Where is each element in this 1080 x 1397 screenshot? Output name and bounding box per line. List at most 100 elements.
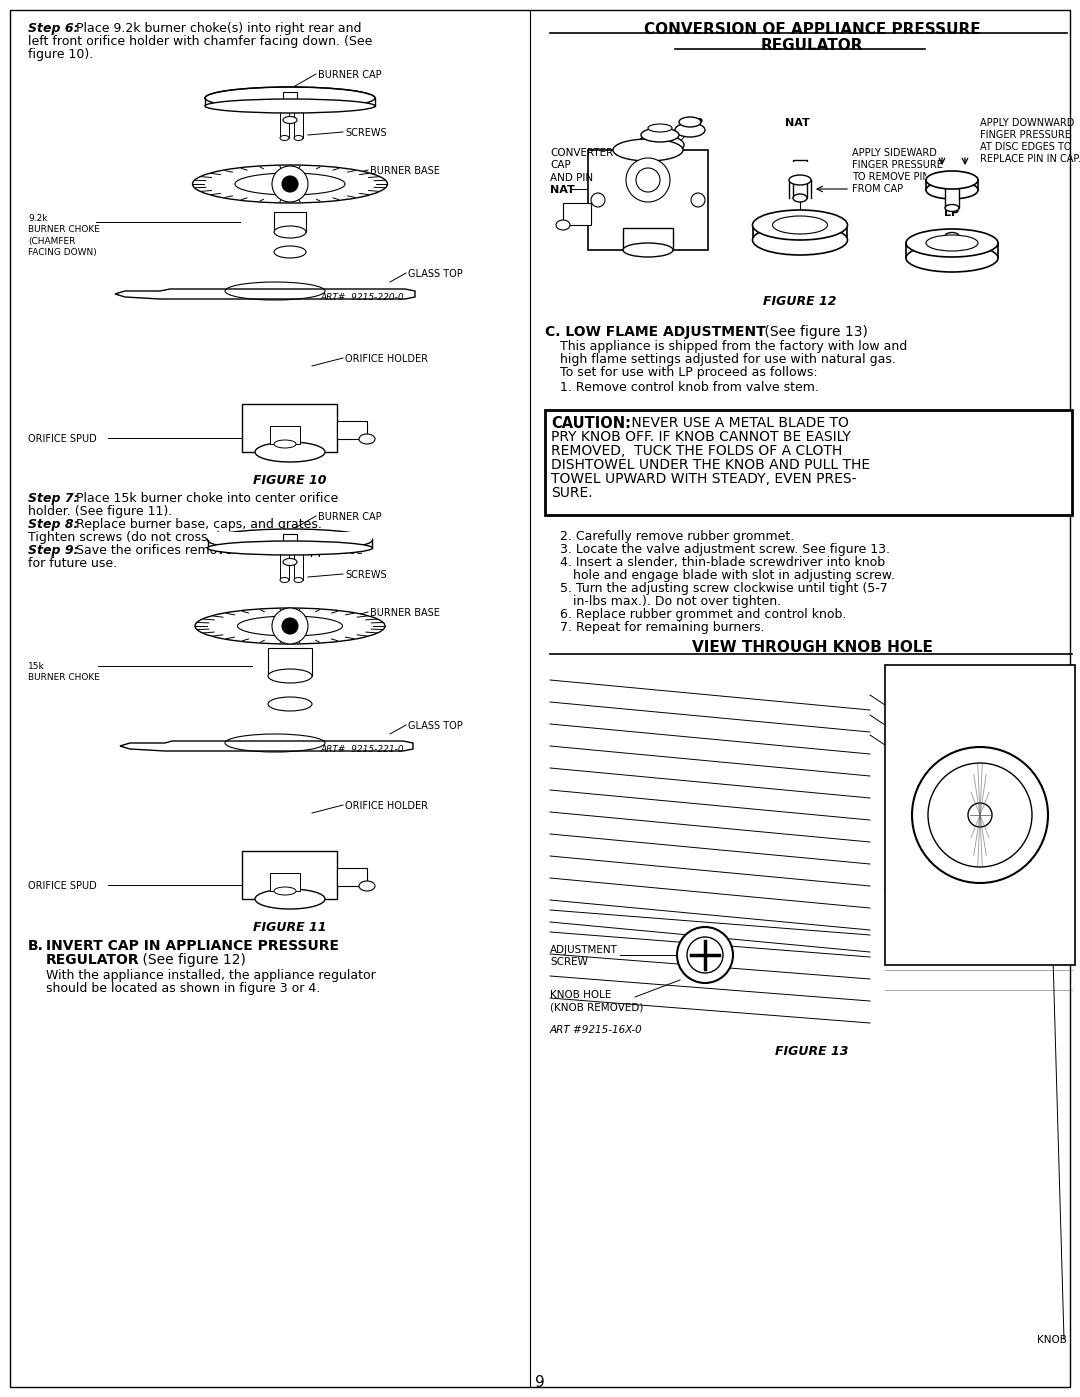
Text: FIGURE 11: FIGURE 11	[253, 921, 327, 935]
Text: NAT: NAT	[785, 117, 810, 129]
Ellipse shape	[926, 170, 978, 189]
Ellipse shape	[679, 117, 701, 127]
Text: Step 8:: Step 8:	[28, 518, 79, 531]
Text: VIEW THROUGH KNOB HOLE: VIEW THROUGH KNOB HOLE	[691, 640, 932, 655]
Circle shape	[687, 937, 723, 972]
Text: REGULATOR: REGULATOR	[760, 38, 863, 53]
Bar	[274, 212, 306, 232]
Text: NEVER USE A METAL BLADE TO: NEVER USE A METAL BLADE TO	[627, 416, 849, 430]
Text: ORIFICE SPUD: ORIFICE SPUD	[28, 882, 97, 891]
Text: LP: LP	[688, 117, 703, 129]
Ellipse shape	[268, 669, 312, 683]
Text: Save the orifices removed from the appliance: Save the orifices removed from the appli…	[76, 543, 363, 557]
Ellipse shape	[274, 440, 296, 448]
Bar	[270, 426, 300, 444]
Text: BURNER CAP: BURNER CAP	[318, 70, 381, 80]
Bar	[588, 149, 708, 250]
Text: Step 6:: Step 6:	[28, 22, 79, 35]
Bar	[563, 203, 591, 225]
Text: GLASS TOP: GLASS TOP	[408, 721, 462, 731]
Ellipse shape	[753, 210, 848, 240]
Ellipse shape	[235, 173, 345, 196]
Text: To set for use with LP proceed as follows:: To set for use with LP proceed as follow…	[561, 366, 818, 379]
Text: should be located as shown in figure 3 or 4.: should be located as shown in figure 3 o…	[46, 982, 321, 995]
Ellipse shape	[648, 124, 672, 131]
Text: BURNER CAP: BURNER CAP	[318, 511, 381, 522]
Bar	[926, 170, 978, 180]
Text: With the appliance installed, the appliance regulator: With the appliance installed, the applia…	[46, 970, 376, 982]
Text: CAUTION:: CAUTION:	[551, 416, 631, 432]
Text: holder. (See figure 11).: holder. (See figure 11).	[28, 504, 172, 518]
Circle shape	[282, 617, 298, 634]
Ellipse shape	[280, 577, 289, 583]
Text: REGULATOR: REGULATOR	[46, 953, 139, 967]
Text: ORIFICE HOLDER: ORIFICE HOLDER	[345, 800, 428, 812]
Bar	[906, 228, 998, 243]
Text: GLASS TOP: GLASS TOP	[408, 270, 462, 279]
Text: BURNER BASE: BURNER BASE	[370, 166, 440, 176]
Ellipse shape	[283, 116, 297, 123]
Circle shape	[636, 168, 660, 191]
Text: INVERT CAP IN APPLIANCE PRESSURE: INVERT CAP IN APPLIANCE PRESSURE	[46, 939, 339, 953]
Text: for future use.: for future use.	[28, 557, 117, 570]
Circle shape	[282, 176, 298, 191]
Bar	[283, 92, 297, 120]
Ellipse shape	[945, 232, 959, 239]
Ellipse shape	[675, 123, 705, 137]
Bar	[337, 420, 367, 439]
Text: 2. Carefully remove rubber grommet.: 2. Carefully remove rubber grommet.	[561, 529, 794, 543]
Text: ADJUSTMENT
SCREW: ADJUSTMENT SCREW	[550, 944, 618, 967]
Ellipse shape	[623, 243, 673, 257]
Text: PRY KNOB OFF. IF KNOB CANNOT BE EASILY: PRY KNOB OFF. IF KNOB CANNOT BE EASILY	[551, 430, 851, 444]
Ellipse shape	[906, 244, 998, 272]
Bar	[294, 548, 303, 580]
Circle shape	[272, 608, 308, 644]
Text: ART#  9215-221-0: ART# 9215-221-0	[320, 745, 404, 754]
Ellipse shape	[268, 697, 312, 711]
Text: Replace burner base, caps, and grates.: Replace burner base, caps, and grates.	[76, 518, 322, 531]
Bar	[294, 106, 303, 138]
Text: FIGURE 10: FIGURE 10	[253, 474, 327, 488]
Circle shape	[968, 803, 993, 827]
Ellipse shape	[906, 229, 998, 257]
Text: (See figure 13): (See figure 13)	[760, 326, 868, 339]
Bar	[545, 409, 1072, 515]
Circle shape	[928, 763, 1032, 868]
Text: FIGURE 13: FIGURE 13	[775, 1045, 849, 1058]
Text: high flame settings adjusted for use with natural gas.: high flame settings adjusted for use wit…	[561, 353, 896, 366]
Ellipse shape	[192, 165, 388, 203]
Bar	[623, 228, 673, 250]
Ellipse shape	[359, 882, 375, 891]
Circle shape	[591, 193, 605, 207]
Ellipse shape	[274, 226, 306, 237]
Text: 4. Insert a slender, thin-blade screwdriver into knob: 4. Insert a slender, thin-blade screwdri…	[561, 556, 886, 569]
Polygon shape	[114, 289, 415, 299]
Text: 6. Replace rubber grommet and control knob.: 6. Replace rubber grommet and control kn…	[561, 608, 847, 622]
Ellipse shape	[926, 182, 978, 198]
Bar	[208, 532, 372, 541]
Bar	[280, 548, 289, 580]
Text: Place 15k burner choke into center orifice: Place 15k burner choke into center orifi…	[76, 492, 338, 504]
Ellipse shape	[238, 616, 342, 636]
Text: 9.2k
BURNER CHOKE
(CHAMFER
FACING DOWN): 9.2k BURNER CHOKE (CHAMFER FACING DOWN)	[28, 214, 99, 257]
Text: ART#  9215-220-0: ART# 9215-220-0	[320, 293, 404, 302]
Ellipse shape	[274, 246, 306, 258]
Text: SURE.: SURE.	[551, 486, 593, 500]
Bar	[205, 98, 375, 106]
Bar	[337, 868, 367, 886]
Circle shape	[677, 928, 733, 983]
Text: CONVERSION OF APPLIANCE PRESSURE: CONVERSION OF APPLIANCE PRESSURE	[644, 22, 981, 36]
Bar	[280, 106, 289, 138]
Text: ORIFICE HOLDER: ORIFICE HOLDER	[345, 353, 428, 365]
Text: C. LOW FLAME ADJUSTMENT: C. LOW FLAME ADJUSTMENT	[545, 326, 766, 339]
Text: CONVERTER
CAP
AND PIN: CONVERTER CAP AND PIN	[550, 148, 613, 183]
Bar	[945, 180, 959, 208]
Ellipse shape	[789, 175, 811, 184]
Circle shape	[626, 158, 670, 203]
Ellipse shape	[359, 434, 375, 444]
Text: hole and engage blade with slot in adjusting screw.: hole and engage blade with slot in adjus…	[573, 569, 895, 583]
Bar	[242, 404, 337, 453]
Polygon shape	[120, 740, 413, 752]
Ellipse shape	[636, 136, 684, 155]
Bar	[283, 534, 297, 562]
